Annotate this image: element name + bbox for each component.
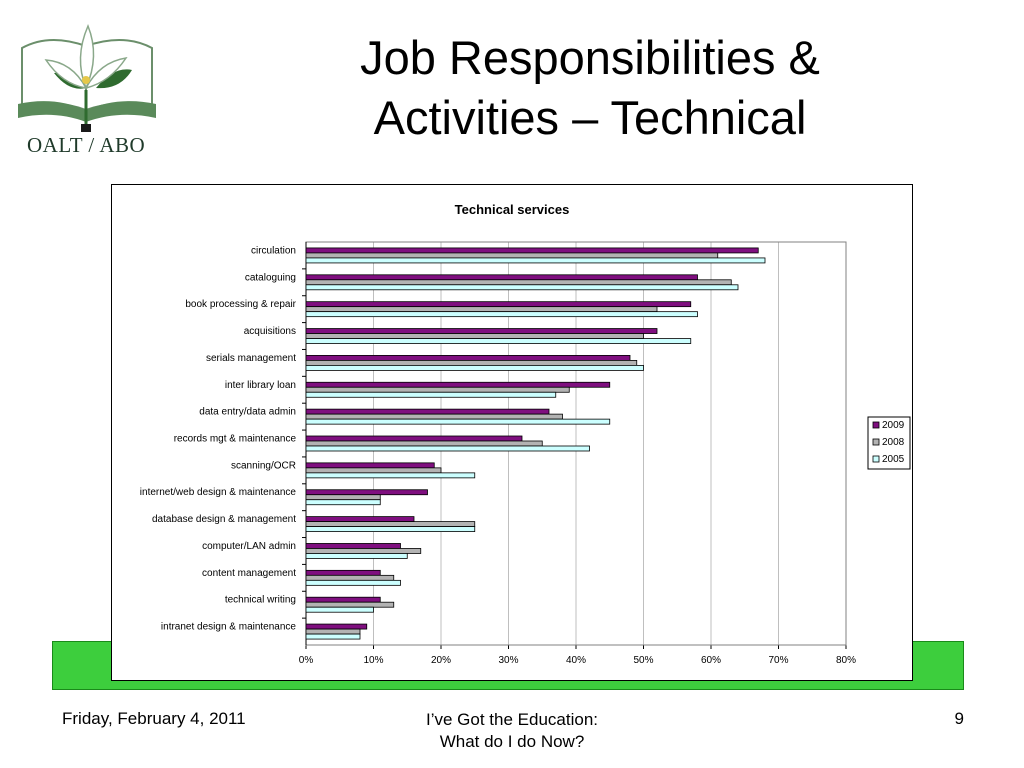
bar-chart: Technical services 0% 10% 20% 30% 40% 50% 60% 70… [140, 202, 911, 666]
x-tick-label: 50% [633, 655, 653, 666]
category-label: serials management [206, 353, 296, 364]
bar-2009 [305, 408, 550, 415]
bar-2005 [305, 418, 611, 425]
category-label: database design & management [152, 514, 296, 525]
x-tick-label: 60% [701, 655, 721, 666]
logo-leaf [96, 69, 132, 89]
bar-2009 [305, 516, 415, 523]
bar-2005 [305, 311, 698, 318]
bar-2008 [305, 574, 395, 581]
bar-2009 [305, 274, 698, 281]
bar-2008 [305, 548, 422, 554]
x-tick-label: 70% [768, 655, 788, 666]
logo-flower-center [82, 76, 90, 84]
bar-2005 [305, 364, 644, 371]
bar-2009 [305, 435, 523, 442]
bar-2009 [305, 623, 368, 630]
bar-2008 [305, 386, 570, 393]
slide-title-line-1: Job Responsibilities & [360, 31, 820, 84]
bar-2009 [305, 301, 692, 308]
bar-2005 [305, 472, 476, 479]
category-label: internet/web design & maintenance [140, 487, 297, 498]
footer-title-line-1: I’ve Got the Education: [426, 710, 598, 729]
logo-text: OALT / ABO [27, 133, 146, 157]
x-tick-label: 30% [498, 655, 518, 666]
x-tick-label: 20% [431, 655, 451, 666]
bar-2005 [305, 606, 374, 613]
x-tick-label: 40% [566, 655, 586, 666]
bar-2008 [305, 359, 638, 366]
category-label: cataloguing [245, 272, 296, 283]
bar-2009 [305, 381, 611, 388]
x-tick-label: 80% [836, 655, 856, 666]
bar-2008 [305, 333, 644, 339]
bar-2008 [305, 467, 442, 474]
bar-2009 [305, 489, 428, 496]
oalt-abo-logo [18, 24, 156, 132]
bar-2009 [305, 569, 381, 576]
page-number: 9 [954, 709, 964, 728]
category-label: book processing & repair [185, 299, 296, 310]
category-label: records mgt & maintenance [174, 434, 297, 445]
category-label: inter library loan [225, 380, 296, 391]
x-tick-label: 0% [299, 655, 314, 666]
category-label: technical writing [225, 595, 296, 606]
legend-label-2009: 2009 [882, 420, 905, 431]
bar-2008 [305, 279, 732, 286]
logo-petal [84, 56, 128, 90]
chart-title: Technical services [455, 202, 570, 217]
slide-title-line-2: Activities – Technical [373, 91, 807, 144]
bar-2005 [305, 257, 766, 264]
bar-2008 [305, 306, 658, 313]
legend-label-2005: 2005 [882, 454, 905, 465]
bar-2005 [305, 338, 692, 344]
bar-2005 [305, 284, 739, 291]
logo-petal [44, 59, 88, 89]
legend-label-2008: 2008 [882, 437, 905, 448]
bar-2008 [305, 601, 395, 608]
bar-2009 [305, 328, 658, 334]
category-label: computer/LAN admin [202, 541, 296, 552]
category-label: circulation [251, 245, 296, 256]
x-tick-label: 10% [363, 655, 383, 666]
bar-2008 [305, 521, 476, 528]
bar-2009 [305, 247, 759, 254]
category-label: acquisitions [244, 326, 296, 337]
footer-date: Friday, February 4, 2011 [62, 709, 246, 728]
slide-title: Job Responsibilities & Activities – Tech… [240, 28, 940, 148]
bar-2009 [305, 543, 401, 549]
bar-2008 [305, 252, 719, 259]
category-label: scanning/OCR [231, 460, 296, 471]
bar-2009 [305, 596, 381, 603]
category-label: content management [202, 568, 296, 579]
bar-2005 [305, 499, 381, 506]
bar-2005 [305, 526, 476, 533]
bar-2008 [305, 628, 361, 635]
bar-2008 [305, 440, 543, 447]
category-label: intranet design & maintenance [161, 622, 297, 633]
legend-swatch-2005 [872, 455, 880, 463]
bar-2005 [305, 391, 557, 398]
footer-title: I’ve Got the Education: What do I do Now… [380, 709, 644, 753]
chart-container: Technical services 0% 10% 20% 30% 40% 50% 60% 70… [111, 184, 913, 681]
bar-2008 [305, 494, 381, 501]
logo-stem-base [81, 124, 91, 132]
bar-2009 [305, 354, 631, 361]
bar-2005 [305, 445, 590, 452]
logo-petal [79, 24, 95, 90]
bar-2005 [305, 553, 408, 559]
footer-title-line-2: What do I do Now? [439, 732, 585, 751]
bar-2008 [305, 413, 563, 420]
legend-swatch-2009 [872, 421, 880, 429]
bar-2009 [305, 462, 435, 469]
legend-swatch-2008 [872, 438, 880, 446]
bar-2005 [305, 633, 361, 640]
bar-2005 [305, 579, 401, 586]
category-label: data entry/data admin [199, 407, 296, 418]
